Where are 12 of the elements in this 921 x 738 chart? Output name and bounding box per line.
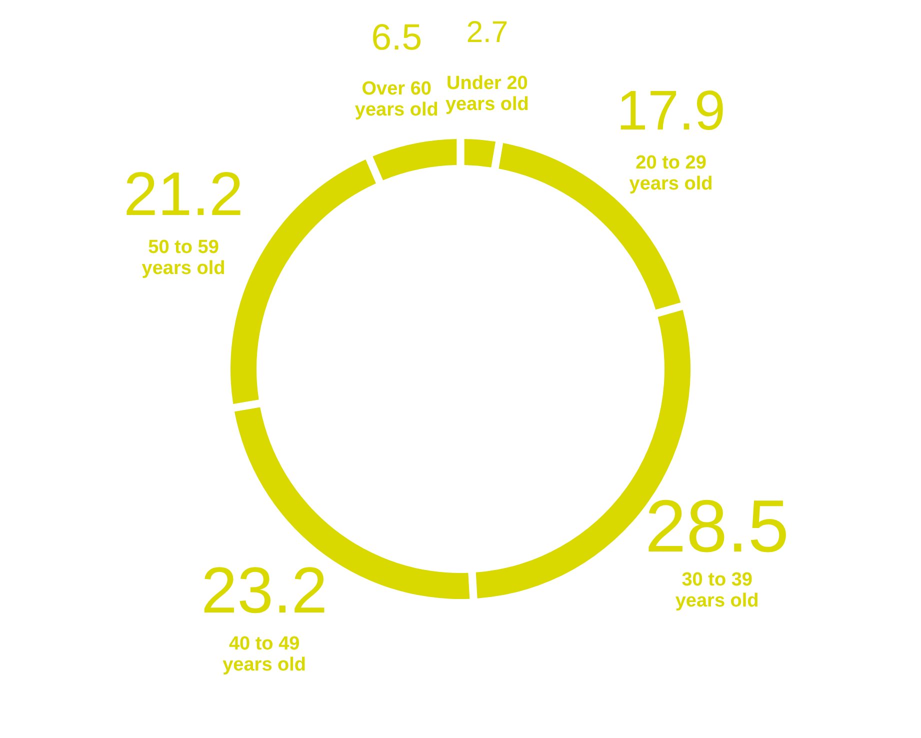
slice-label: 50 to 59 years old xyxy=(142,236,226,279)
data-label: 2.7 xyxy=(466,16,508,50)
slice-label: 30 to 39 years old xyxy=(675,570,759,612)
data-label: 6.5 xyxy=(371,16,422,58)
slice-label: 20 to 29 years old xyxy=(629,152,713,195)
data-label: 23.2 xyxy=(201,553,328,626)
data-label: 17.9 xyxy=(616,78,726,142)
data-label: 21.2 xyxy=(124,160,244,229)
slice-label: Under 20 years old xyxy=(445,73,529,116)
slice-label: 40 to 49 years old xyxy=(222,633,306,676)
data-label: 28.5 xyxy=(645,484,790,568)
slice-label: Over 60 years old xyxy=(354,78,438,121)
